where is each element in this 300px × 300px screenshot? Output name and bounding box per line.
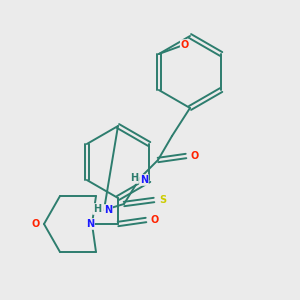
Text: N: N	[104, 205, 112, 215]
Text: N: N	[140, 175, 148, 185]
Text: O: O	[151, 215, 159, 225]
Text: H: H	[93, 204, 101, 214]
Text: O: O	[181, 40, 189, 50]
Text: N: N	[86, 219, 94, 229]
Text: S: S	[159, 195, 167, 205]
Text: O: O	[191, 151, 199, 161]
Text: O: O	[32, 219, 40, 229]
Text: H: H	[130, 173, 138, 183]
